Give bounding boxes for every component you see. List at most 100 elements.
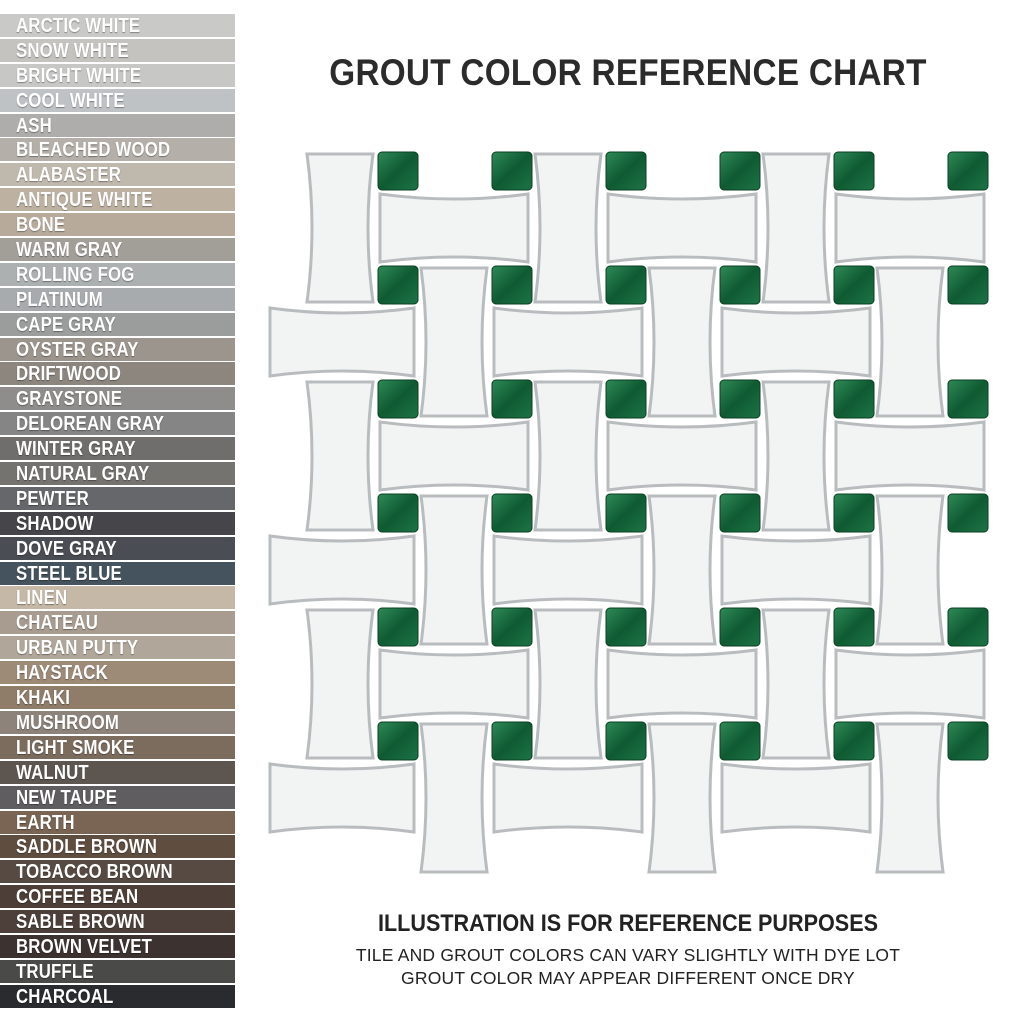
green-accent-tile: [605, 607, 647, 647]
horizontal-tile: [834, 648, 986, 720]
grout-swatch: CAPE GRAY: [0, 312, 235, 336]
green-accent-tile: [947, 379, 989, 419]
vertical-tile: [419, 722, 489, 874]
horizontal-tile: [606, 648, 758, 720]
grout-swatch-label: BROWN VELVET: [16, 935, 153, 958]
grout-swatch-label: WINTER GRAY: [16, 438, 136, 461]
vertical-tile: [305, 152, 375, 304]
grout-swatch-label: DELOREAN GRAY: [16, 413, 165, 436]
grout-swatch: HAYSTACK: [0, 661, 235, 685]
green-accent-tile: [947, 721, 989, 761]
grout-swatch-label: TRUFFLE: [16, 960, 94, 983]
green-accent-tile: [719, 493, 761, 533]
grout-swatch: WALNUT: [0, 760, 235, 784]
green-accent-tile: [719, 151, 761, 191]
green-accent-tile: [377, 607, 419, 647]
grout-swatch: SADDLE BROWN: [0, 835, 235, 859]
disclaimer: ILLUSTRATION IS FOR REFERENCE PURPOSES T…: [260, 910, 996, 990]
grout-swatch-label: BLEACHED WOOD: [16, 139, 171, 162]
grout-swatch-label: PLATINUM: [16, 288, 103, 311]
grout-swatch-label: PEWTER: [16, 487, 89, 510]
grout-swatch: BRIGHT WHITE: [0, 63, 235, 87]
green-accent-tile: [491, 151, 533, 191]
grout-swatch-label: SABLE BROWN: [16, 911, 145, 934]
vertical-tile: [647, 494, 717, 646]
grout-swatch-label: EARTH: [16, 811, 75, 834]
grout-swatch-label: CHATEAU: [16, 612, 99, 635]
grout-swatch: LIGHT SMOKE: [0, 735, 235, 759]
grout-swatch: DELOREAN GRAY: [0, 412, 235, 436]
vertical-tile: [647, 722, 717, 874]
vertical-tile: [875, 494, 945, 646]
green-accent-tile: [377, 493, 419, 533]
grout-swatch-label: OYSTER GRAY: [16, 338, 139, 361]
green-accent-tile: [833, 265, 875, 305]
grout-swatch: URBAN PUTTY: [0, 636, 235, 660]
grout-swatch: COOL WHITE: [0, 88, 235, 112]
green-accent-tile: [947, 607, 989, 647]
disclaimer-heading: ILLUSTRATION IS FOR REFERENCE PURPOSES: [377, 910, 879, 937]
grout-swatch-label: SHADOW: [16, 512, 94, 535]
grout-swatch: GRAYSTONE: [0, 387, 235, 411]
grout-swatch-label: WALNUT: [16, 761, 89, 784]
green-accent-tile: [377, 265, 419, 305]
grout-swatch-label: ROLLING FOG: [16, 263, 135, 286]
grout-swatch: NEW TAUPE: [0, 785, 235, 809]
vertical-tile: [647, 266, 717, 418]
grout-swatch-label: LIGHT SMOKE: [16, 736, 135, 759]
page-title: GROUT COLOR REFERENCE CHART: [329, 52, 927, 93]
grout-swatch-label: BRIGHT WHITE: [16, 64, 142, 87]
grout-swatch: WINTER GRAY: [0, 437, 235, 461]
grout-swatch: BONE: [0, 213, 235, 237]
grout-swatch-label: CAPE GRAY: [16, 313, 116, 336]
grout-swatch-label: TOBACCO BROWN: [16, 861, 173, 884]
horizontal-tile: [720, 762, 872, 834]
grout-swatch-label: STEEL BLUE: [16, 562, 122, 585]
green-accent-tile: [491, 721, 533, 761]
green-accent-tile: [833, 379, 875, 419]
grout-swatch: COFFEE BEAN: [0, 885, 235, 909]
grout-swatch: SHADOW: [0, 511, 235, 535]
grout-swatch-label: ANTIQUE WHITE: [16, 189, 153, 212]
grout-swatch: OYSTER GRAY: [0, 337, 235, 361]
grout-swatch-label: URBAN PUTTY: [16, 637, 139, 660]
grout-swatch-label: ASH: [16, 114, 52, 137]
green-accent-tile: [377, 721, 419, 761]
grout-swatch-label: WARM GRAY: [16, 239, 123, 262]
grout-swatch-label: ARCTIC WHITE: [16, 15, 141, 37]
grout-swatch-label: COFFEE BEAN: [16, 886, 139, 909]
horizontal-tile: [268, 306, 416, 378]
grout-swatch-label: DOVE GRAY: [16, 537, 117, 560]
green-accent-tile: [947, 493, 989, 533]
grout-swatch: ASH: [0, 113, 235, 137]
grout-swatch: KHAKI: [0, 686, 235, 710]
grout-swatch: TOBACCO BROWN: [0, 860, 235, 884]
green-accent-tile: [491, 379, 533, 419]
green-accent-tile: [833, 721, 875, 761]
horizontal-tile: [492, 534, 644, 606]
grout-swatch-label: ALABASTER: [16, 164, 122, 187]
grout-swatch-label: NATURAL GRAY: [16, 463, 150, 486]
horizontal-tile: [492, 306, 644, 378]
vertical-tile: [533, 380, 603, 532]
green-accent-tile: [605, 721, 647, 761]
green-accent-tile: [377, 151, 419, 191]
grout-swatch: ANTIQUE WHITE: [0, 188, 235, 212]
grout-swatch: MUSHROOM: [0, 710, 235, 734]
green-accent-tile: [833, 607, 875, 647]
grout-swatch: PEWTER: [0, 486, 235, 510]
grout-swatch: TRUFFLE: [0, 959, 235, 983]
grout-swatch: SABLE BROWN: [0, 910, 235, 934]
grout-swatch: BROWN VELVET: [0, 934, 235, 958]
grout-swatch-label: HAYSTACK: [16, 662, 108, 685]
horizontal-tile: [720, 534, 872, 606]
grout-swatch: PLATINUM: [0, 287, 235, 311]
vertical-tile: [419, 266, 489, 418]
grout-swatch-label: CHARCOAL: [16, 985, 114, 1008]
horizontal-tile: [606, 420, 758, 492]
green-accent-tile: [491, 607, 533, 647]
green-accent-tile: [491, 265, 533, 305]
vertical-tile: [761, 380, 831, 532]
grout-swatch: CHATEAU: [0, 611, 235, 635]
